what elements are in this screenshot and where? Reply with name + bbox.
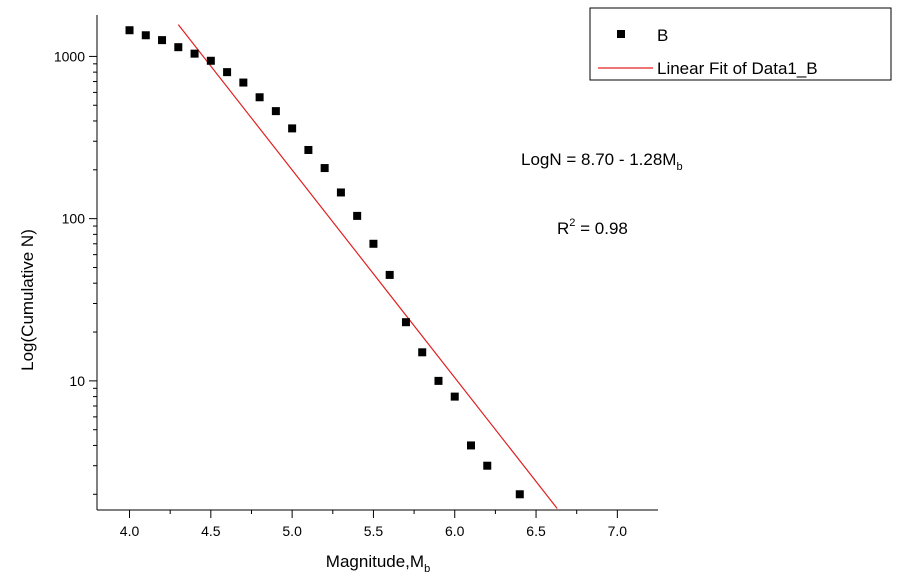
legend-label-b: B — [657, 26, 668, 45]
x-tick-label: 6.0 — [445, 523, 465, 539]
fit-line-group — [177, 24, 558, 509]
annotation-equation-subscript: b — [676, 161, 682, 173]
x-tick-label: 6.5 — [526, 523, 546, 539]
annotation-r-squared-value: = 0.98 — [575, 219, 627, 238]
data-point — [223, 68, 232, 77]
y-tick-label: 1000 — [54, 48, 85, 64]
data-point — [418, 348, 427, 357]
data-point — [434, 376, 443, 385]
data-points — [125, 26, 524, 499]
data-point — [450, 392, 459, 401]
data-point — [288, 124, 297, 133]
x-axis-label: Magnitude,Mb — [326, 552, 430, 575]
annotation-r-squared: R2 = 0.98 — [557, 217, 628, 238]
data-point — [174, 43, 183, 52]
data-point — [353, 211, 362, 220]
x-tick-label: 5.5 — [364, 523, 384, 539]
data-point — [515, 490, 524, 499]
data-point — [385, 270, 394, 279]
legend-marker-square — [617, 30, 625, 38]
data-point — [467, 441, 475, 450]
x-axis-ticks: 4.0 4.5 5.0 5.5 6.0 6.5 7.0 — [120, 510, 628, 539]
data-point — [369, 239, 378, 248]
x-axis-label-text: Magnitude,M — [326, 552, 424, 571]
data-point — [401, 318, 410, 327]
annotation-equation-text: LogN = 8.70 - 1.28M — [521, 150, 676, 169]
x-tick-label: 7.0 — [608, 523, 628, 539]
y-axis-label: Log(Cumulative N) — [18, 229, 37, 371]
x-axis-label-subscript: b — [424, 563, 430, 575]
fit-line — [177, 24, 558, 509]
data-point — [320, 164, 329, 173]
axes — [96, 15, 658, 511]
x-tick-label: 5.0 — [282, 523, 302, 539]
data-point — [141, 31, 150, 40]
data-point — [483, 461, 492, 470]
data-point — [304, 145, 313, 154]
data-point — [206, 56, 215, 65]
x-tick-label: 4.5 — [201, 523, 221, 539]
data-point — [271, 107, 280, 116]
annotation-r-squared-superscript: 2 — [569, 217, 575, 229]
x-tick-label: 4.0 — [120, 523, 140, 539]
annotation-equation: LogN = 8.70 - 1.28Mb — [521, 150, 683, 173]
y-tick-label: 10 — [69, 373, 85, 389]
data-point — [190, 49, 199, 58]
legend: B Linear Fit of Data1_B — [589, 7, 892, 81]
data-point — [336, 188, 345, 197]
y-axis-ticks: 10 100 1000 — [54, 48, 97, 495]
annotation-r-squared-symbol: R — [557, 219, 569, 238]
data-point — [158, 36, 167, 45]
data-point — [255, 93, 264, 102]
data-point — [239, 78, 248, 87]
data-point — [125, 26, 134, 35]
legend-label-linear-fit: Linear Fit of Data1_B — [657, 59, 818, 78]
y-tick-label: 100 — [62, 211, 86, 227]
